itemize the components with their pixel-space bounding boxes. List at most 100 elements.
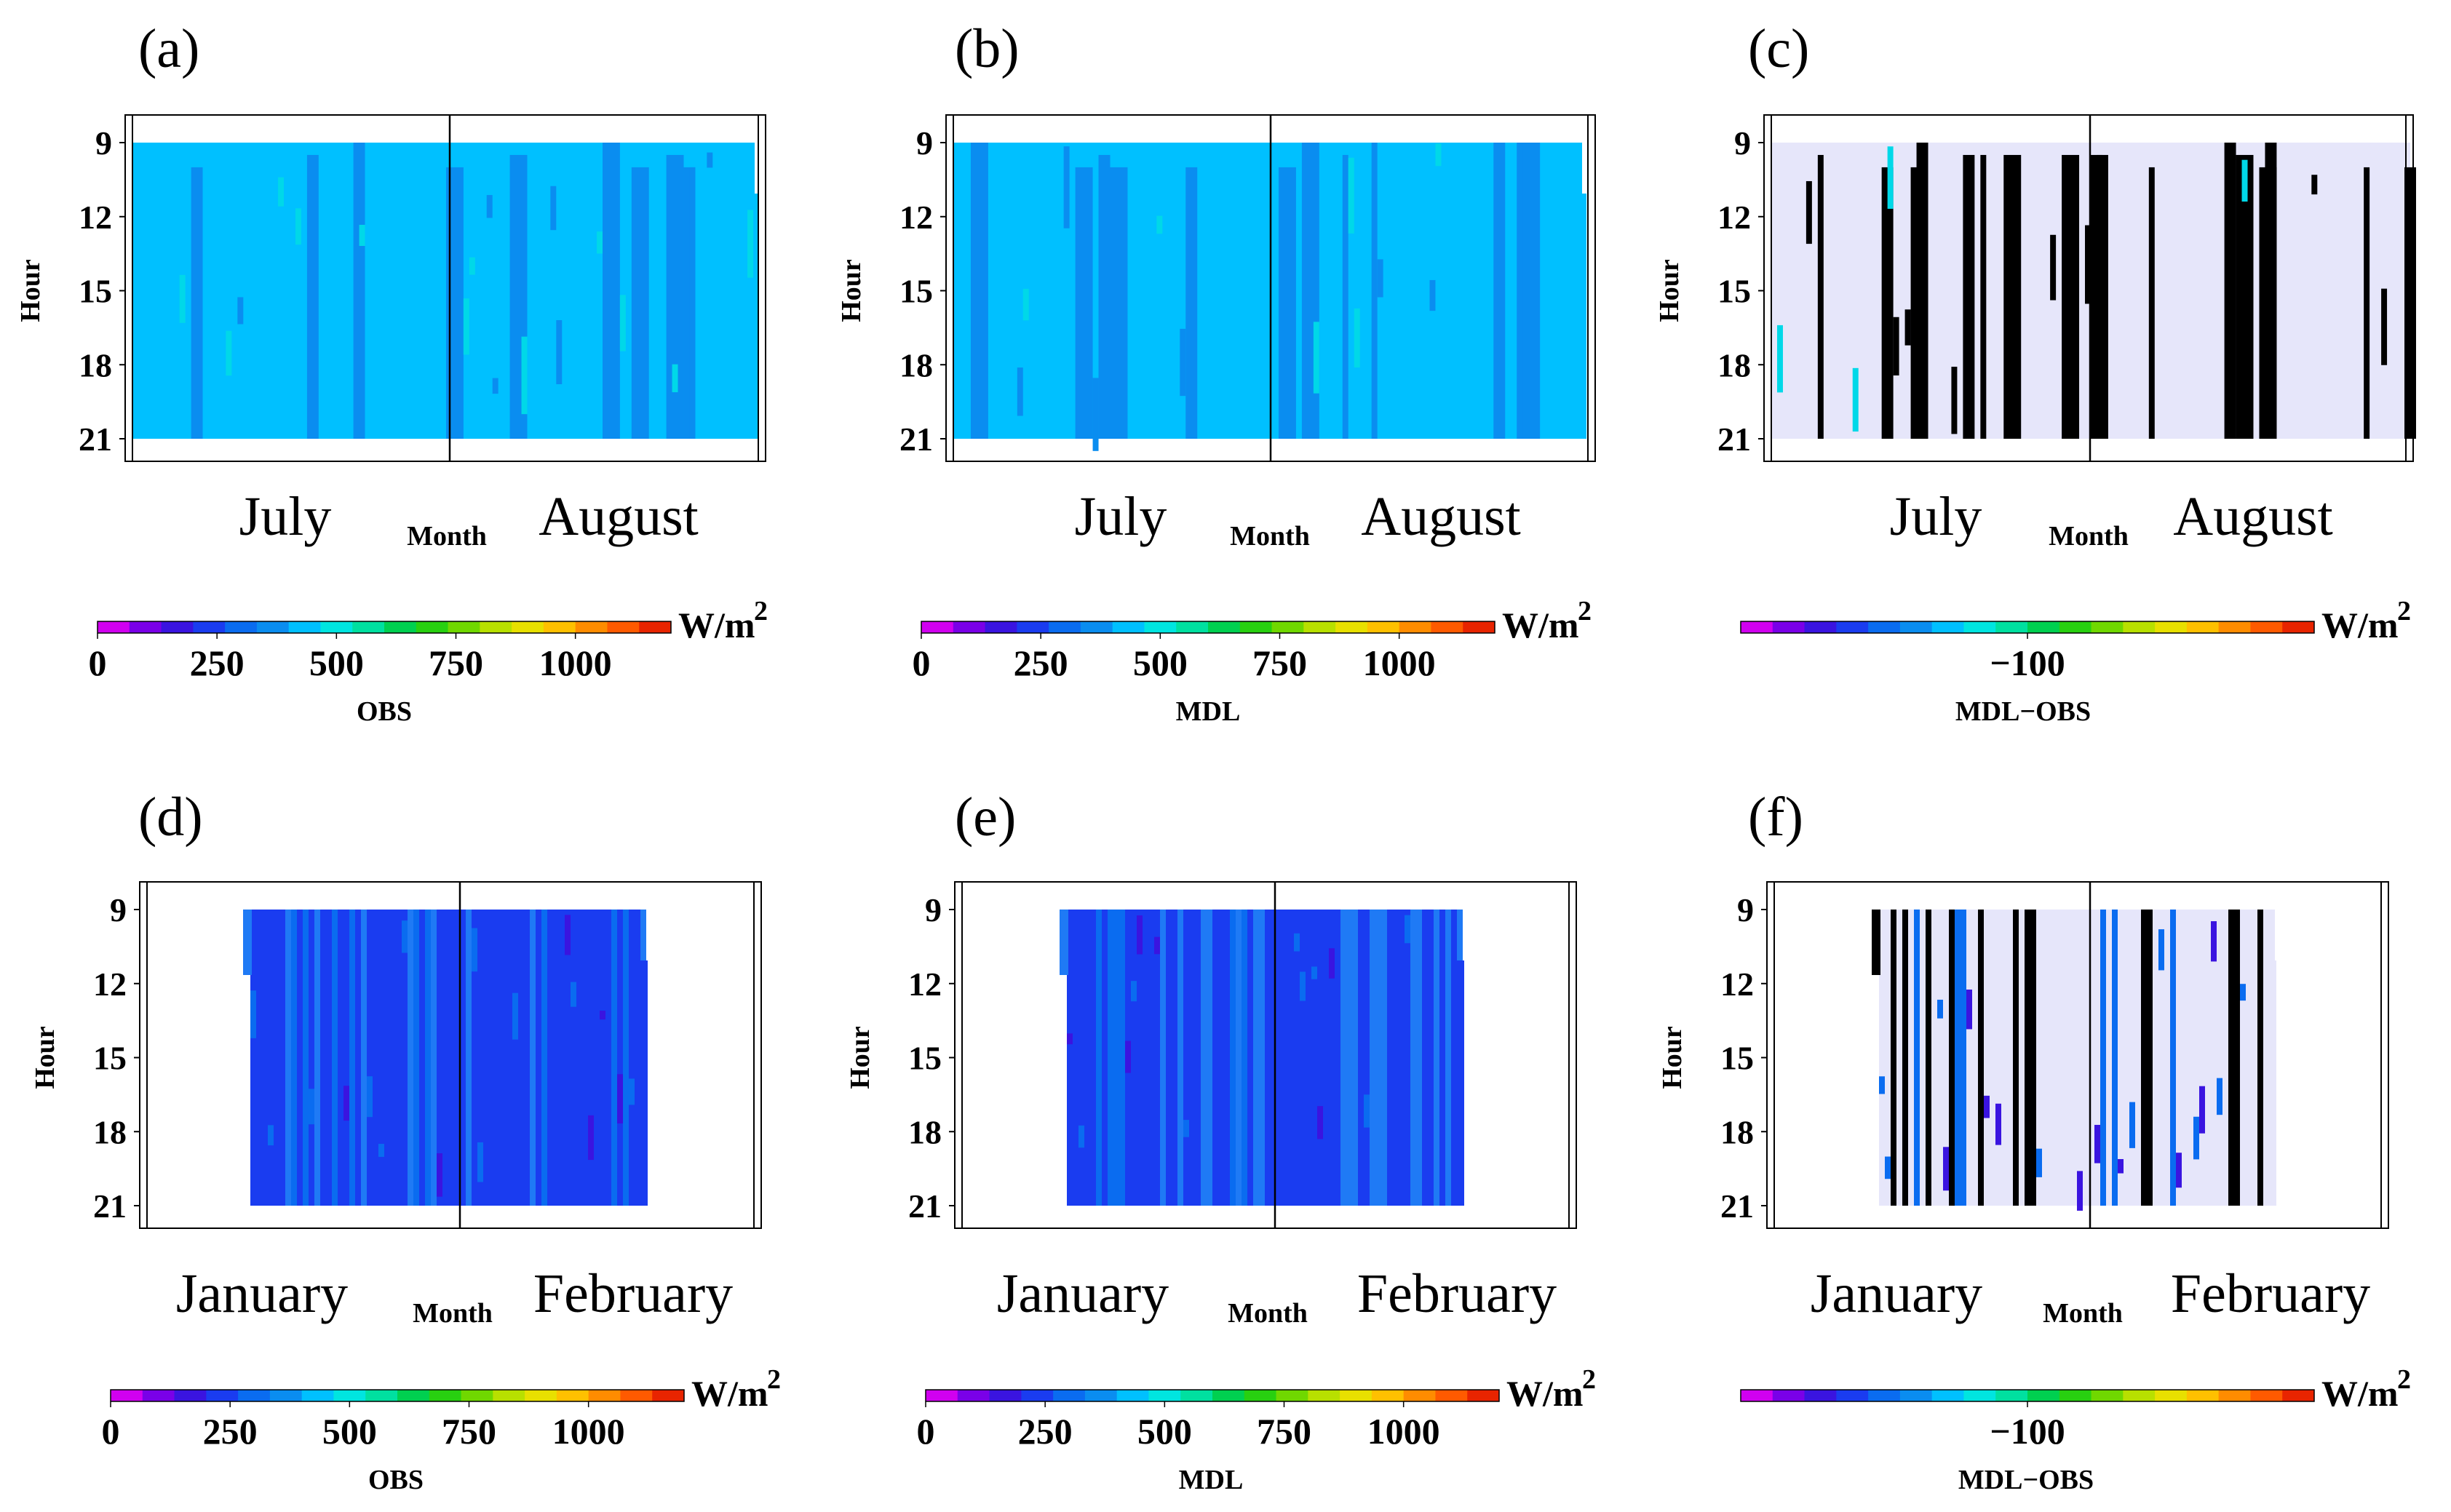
colorbar-tick-label: 0 bbox=[102, 1411, 120, 1452]
y-tick-label: 9 bbox=[1734, 124, 1751, 162]
y-tick-label: 21 bbox=[1720, 1187, 1754, 1225]
heatmap-cell bbox=[2003, 154, 2022, 439]
heatmap-cell bbox=[466, 910, 472, 1206]
heatmap-cell bbox=[1067, 1033, 1073, 1045]
colorbar-swatch bbox=[365, 1390, 398, 1401]
colorbar-tick-label: 750 bbox=[429, 642, 483, 683]
x-month-label: August bbox=[2173, 486, 2333, 547]
heatmap-cell bbox=[237, 297, 244, 325]
y-tick-label: 12 bbox=[908, 966, 942, 1003]
heatmap-cell bbox=[2236, 154, 2254, 439]
colorbar-swatch bbox=[1741, 1390, 1773, 1401]
heatmap-cell bbox=[361, 910, 367, 1206]
colorbar-swatch bbox=[1276, 1390, 1308, 1401]
heatmap-cell bbox=[1416, 910, 1422, 1206]
colorbar-title: OBS bbox=[368, 1465, 424, 1495]
colorbar-swatch bbox=[2218, 1390, 2251, 1401]
heatmap-cell bbox=[1963, 154, 1975, 439]
colorbar-swatch bbox=[1931, 621, 1964, 633]
colorbar-swatch bbox=[1271, 621, 1304, 633]
colorbar-swatch bbox=[384, 621, 417, 633]
plot-frame bbox=[124, 114, 766, 462]
heatmap-cell bbox=[1410, 910, 1416, 1206]
colorbar-swatch bbox=[2282, 1390, 2315, 1401]
heatmap-cell bbox=[550, 186, 557, 231]
colorbar-swatch bbox=[493, 1390, 525, 1401]
heatmap-cell bbox=[1137, 915, 1143, 955]
plot-frame bbox=[1766, 881, 2389, 1229]
heatmap-cell bbox=[1961, 910, 1966, 1206]
colorbar-swatch bbox=[333, 1390, 366, 1401]
colorbar-swatch bbox=[206, 1390, 239, 1401]
heatmap-cell bbox=[631, 167, 649, 439]
heatmap-cell bbox=[611, 910, 617, 1206]
panel-a: (a) 9 12 15 18 21 Hour July August Month 0 250 500 75… bbox=[15, 18, 768, 727]
colorbar: 0 250 500 750 1000 W/m2 OBS bbox=[102, 1364, 782, 1495]
colorbar-swatch bbox=[461, 1390, 493, 1401]
x-axis-title: Month bbox=[2043, 1298, 2123, 1329]
colorbar-swatch bbox=[1176, 621, 1209, 633]
colorbar-unit-superscript: 2 bbox=[2397, 1364, 2411, 1395]
heatmap-cell bbox=[2257, 910, 2263, 1206]
colorbar-swatch bbox=[1463, 621, 1495, 633]
heatmap-cell bbox=[402, 920, 408, 953]
heatmap-cell bbox=[1984, 1095, 1990, 1118]
heatmap-cell bbox=[463, 298, 469, 355]
colorbar-swatch bbox=[2123, 1390, 2156, 1401]
heatmap-cell bbox=[707, 152, 713, 168]
heatmap-cell bbox=[1078, 1125, 1084, 1148]
colorbar-frame bbox=[97, 621, 672, 634]
heatmap-cell bbox=[2176, 1153, 2182, 1188]
heatmap-cell bbox=[1108, 910, 1113, 1206]
colorbar-swatch bbox=[98, 621, 130, 633]
colorbar-swatch bbox=[161, 621, 194, 633]
x-month-label: February bbox=[1357, 1263, 1557, 1324]
colorbar-swatch bbox=[1836, 621, 1869, 633]
colorbar-unit-superscript: 2 bbox=[767, 1364, 781, 1395]
colorbar-swatch bbox=[512, 621, 544, 633]
colorbar-unit: W/m bbox=[2321, 1373, 2399, 1414]
colorbar-swatch bbox=[1021, 1390, 1054, 1401]
y-tick-label: 15 bbox=[908, 1040, 942, 1077]
y-axis-title: Hour bbox=[15, 259, 46, 322]
colorbar-swatch bbox=[2218, 621, 2251, 633]
heatmap-cell bbox=[1230, 910, 1236, 1206]
heatmap-cell bbox=[565, 915, 571, 955]
colorbar-swatch bbox=[1772, 621, 1806, 633]
colorbar-swatch bbox=[639, 621, 672, 633]
heatmap-cell bbox=[1096, 910, 1102, 1206]
heatmap-cell bbox=[309, 1089, 314, 1125]
y-axis-title: Hour bbox=[836, 259, 867, 322]
heatmap-cell bbox=[2193, 1116, 2199, 1160]
heatmap-cell bbox=[2030, 910, 2036, 1206]
heatmap-cell bbox=[1242, 910, 1247, 1206]
heatmap-cell bbox=[666, 154, 684, 439]
heatmap-cell bbox=[1916, 143, 1928, 439]
heatmap-field bbox=[133, 143, 763, 439]
x-month-label: July bbox=[239, 486, 332, 547]
colorbar-swatch bbox=[301, 1390, 334, 1401]
heatmap-cell bbox=[2141, 910, 2147, 1206]
colorbar-swatch bbox=[352, 621, 385, 633]
heatmap-cell bbox=[1352, 910, 1358, 1206]
colorbar-title: OBS bbox=[357, 696, 412, 727]
colorbar-swatch bbox=[2027, 621, 2060, 633]
heatmap-cell bbox=[1317, 1106, 1323, 1139]
y-tick-label: 15 bbox=[1720, 1040, 1754, 1077]
colorbar: 0 250 500 750 1000 W/m2 MDL bbox=[917, 1364, 1597, 1495]
heatmap-cell bbox=[2240, 984, 2246, 1001]
colorbar-swatch bbox=[1899, 621, 1933, 633]
panel-label: (b) bbox=[955, 18, 1020, 79]
colorbar-swatch bbox=[1431, 621, 1463, 633]
colorbar-tick-label: −100 bbox=[1990, 642, 2065, 683]
heatmap-cell bbox=[1951, 367, 1958, 434]
heatmap-cell bbox=[1405, 915, 1410, 944]
heatmap-cell bbox=[1893, 317, 1899, 376]
heatmap-cell bbox=[469, 257, 475, 275]
heatmap-cell bbox=[295, 208, 301, 245]
heatmap-cell bbox=[1177, 910, 1183, 1206]
heatmap-cell bbox=[1294, 933, 1300, 952]
colorbar-unit: W/m bbox=[691, 1373, 768, 1414]
